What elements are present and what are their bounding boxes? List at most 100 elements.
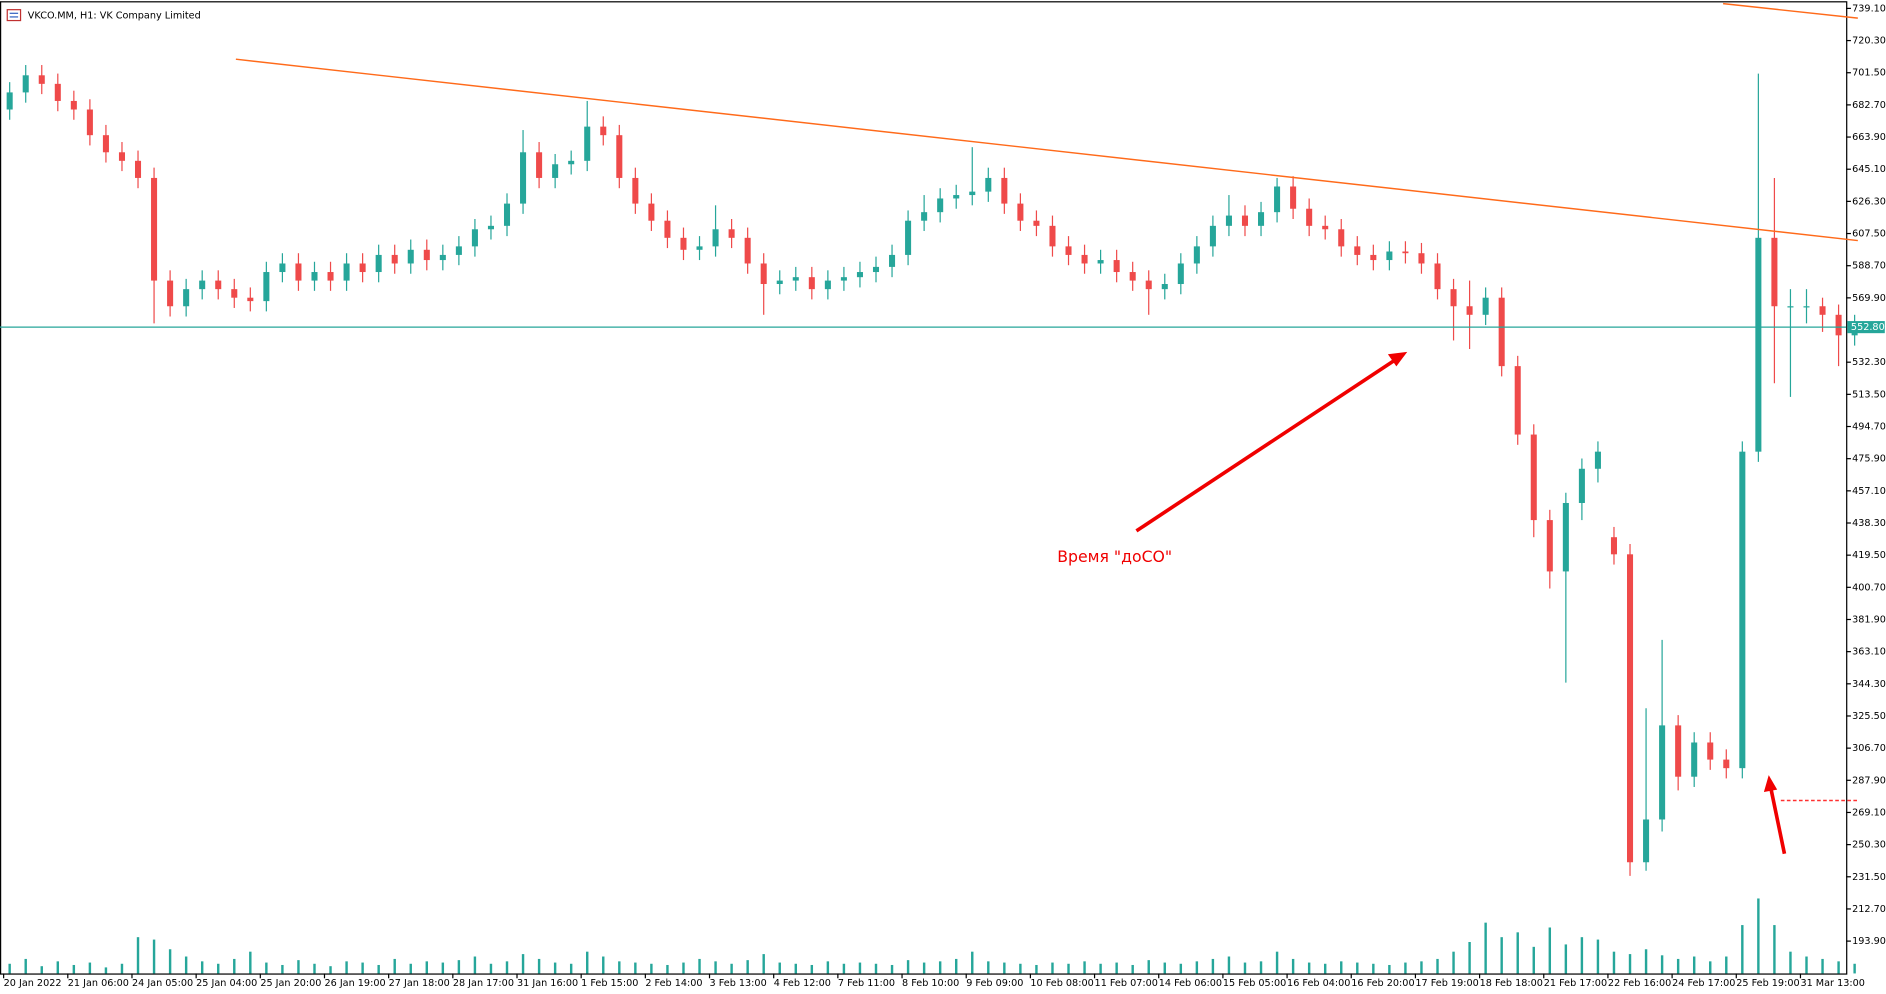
- candle-body: [664, 220, 671, 238]
- candle-body: [151, 177, 158, 281]
- volume-bar: [1051, 962, 1054, 974]
- volume-bar: [1436, 958, 1439, 974]
- volume-bar: [1692, 956, 1696, 974]
- candle-body: [632, 177, 639, 204]
- volume-bar: [1773, 925, 1776, 974]
- candle-body: [311, 272, 318, 281]
- volume-bar: [762, 954, 765, 974]
- x-tick-label: 21 Jan 06:00: [68, 978, 129, 989]
- chart-title: VKCO.MM, H1: VK Company Limited: [28, 11, 201, 22]
- candle-body: [1258, 212, 1265, 226]
- y-tick-label: 438.30: [1852, 518, 1886, 529]
- x-tick-label: 28 Jan 17:00: [453, 978, 514, 989]
- volume-bar: [1388, 964, 1391, 974]
- annotation-text: Время "доСО": [1057, 547, 1172, 566]
- candle-body: [1081, 254, 1088, 264]
- volume-bar: [794, 963, 797, 974]
- volume-bar: [1580, 937, 1584, 974]
- volume-bar: [1083, 961, 1086, 974]
- volume-bar: [489, 963, 493, 974]
- candle-body: [1113, 260, 1120, 273]
- candle-body: [167, 280, 174, 307]
- candle-body: [1659, 725, 1666, 820]
- volume-bar: [1676, 958, 1680, 974]
- volume-bar: [1821, 958, 1824, 974]
- last-price-box: [1847, 321, 1885, 334]
- x-tick-label: 16 Feb 20:00: [1351, 978, 1414, 989]
- candle-body: [1498, 297, 1505, 367]
- volume-bar: [730, 963, 733, 974]
- candle-body: [760, 263, 767, 285]
- plot-frame: [0, 1, 1848, 975]
- candle-body: [696, 246, 703, 250]
- volume-bar: [473, 956, 477, 974]
- volume-bar: [618, 961, 621, 974]
- x-tick-label: 21 Feb 17:00: [1544, 978, 1607, 989]
- volume-bar: [553, 962, 557, 974]
- candle-body: [1322, 225, 1329, 230]
- candle-body: [1450, 289, 1457, 307]
- volume-bar: [1420, 961, 1423, 974]
- candle-body: [295, 263, 302, 281]
- candle-body: [1819, 306, 1826, 315]
- volume-bar: [1709, 961, 1712, 974]
- y-tick-label: 701.50: [1852, 68, 1886, 79]
- volume-bar: [890, 964, 894, 974]
- volume-bar: [425, 961, 429, 974]
- volume-bar: [1291, 958, 1295, 974]
- volume-bar: [1789, 951, 1792, 974]
- volume-bar: [313, 963, 316, 974]
- candle-body: [1225, 215, 1232, 226]
- candle-body: [455, 246, 462, 255]
- y-tick-label: 569.90: [1852, 293, 1886, 304]
- volume-bar: [1356, 962, 1359, 974]
- volume-bar: [1372, 963, 1375, 974]
- last-price-label: 552.80: [1851, 322, 1885, 333]
- candle-body: [840, 277, 847, 281]
- volume-bar: [682, 962, 685, 974]
- volume-bar: [136, 937, 140, 974]
- volume-bar: [537, 958, 541, 974]
- candle-body: [199, 280, 206, 290]
- y-tick-label: 645.10: [1852, 164, 1886, 175]
- candle-body: [744, 237, 751, 264]
- volume-bar: [88, 962, 92, 974]
- x-tick-label: 7 Feb 11:00: [838, 978, 895, 989]
- x-tick-label: 9 Feb 09:00: [966, 978, 1023, 989]
- candle-body: [183, 289, 190, 307]
- candle-body: [953, 195, 960, 199]
- volume-bar: [1548, 927, 1552, 974]
- candle-body: [1771, 237, 1778, 307]
- candle-body: [6, 92, 13, 110]
- candle-body: [327, 272, 334, 281]
- volume-bar: [746, 960, 749, 974]
- volume-bar: [1259, 961, 1263, 974]
- volume-bar: [1131, 964, 1134, 974]
- x-tick-label: 11 Feb 07:00: [1095, 978, 1158, 989]
- candle-body: [889, 254, 896, 267]
- candle-body: [503, 203, 511, 226]
- candle-body: [1001, 177, 1008, 204]
- x-tick-label: 27 Jan 18:00: [389, 978, 450, 989]
- volume-bar: [40, 966, 43, 974]
- volume-bar: [1452, 951, 1455, 974]
- candle-body: [487, 225, 494, 230]
- candle-body: [937, 198, 944, 213]
- volume-bar: [1404, 962, 1407, 974]
- y-tick-label: 269.10: [1852, 807, 1886, 818]
- volume-bar: [1660, 955, 1664, 974]
- candle-body: [648, 203, 655, 221]
- candle-body: [86, 109, 93, 136]
- volume-bar: [329, 966, 332, 974]
- volume-bar: [217, 963, 220, 974]
- candle-body: [1129, 272, 1136, 281]
- candle-body: [616, 135, 623, 178]
- x-tick-label: 10 Feb 08:00: [1030, 978, 1093, 989]
- candle-body: [375, 254, 382, 273]
- x-tick-label: 26 Jan 19:00: [324, 978, 385, 989]
- volume-bar: [1163, 962, 1166, 974]
- volume-bar: [874, 963, 878, 974]
- volume-bar: [586, 951, 589, 974]
- volume-bar: [569, 963, 573, 974]
- candle-body: [1627, 554, 1634, 863]
